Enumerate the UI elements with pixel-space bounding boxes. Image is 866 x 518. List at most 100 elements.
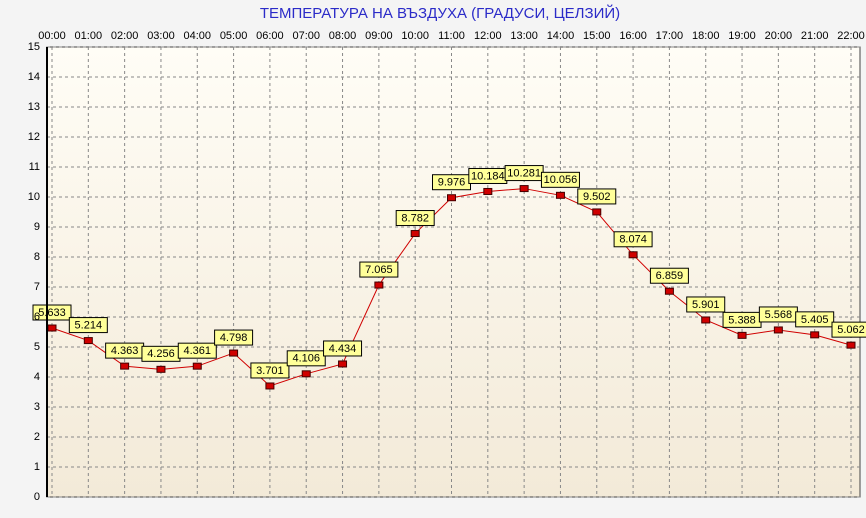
x-tick-label: 21:00 [801, 30, 829, 42]
value-label: 4.361 [184, 345, 212, 357]
x-tick-label: 08:00 [329, 30, 357, 42]
point [374, 281, 384, 289]
value-label: 9.502 [583, 191, 611, 203]
point [192, 362, 202, 370]
x-tick-label: 04:00 [184, 30, 212, 42]
value-label: 9.976 [438, 177, 466, 189]
value-label: 5.214 [75, 319, 103, 331]
x-tick-label: 05:00 [220, 30, 248, 42]
y-tick-label: 10 [28, 191, 40, 203]
y-tick-label: 8 [34, 251, 40, 263]
point [156, 365, 166, 373]
value-label: 4.798 [220, 332, 248, 344]
point [47, 324, 57, 332]
x-tick-label: 16:00 [619, 30, 647, 42]
value-label: 7.065 [365, 264, 393, 276]
y-tick-label: 1 [34, 461, 40, 473]
x-tick-label: 10:00 [401, 30, 429, 42]
y-tick-label: 12 [28, 131, 40, 143]
y-tick-label: 14 [28, 71, 40, 83]
value-label: 8.782 [401, 212, 429, 224]
value-label-box [32, 304, 72, 321]
value-label: 4.256 [147, 348, 175, 360]
value-label: 4.363 [111, 345, 139, 357]
y-tick-label: 6 [34, 311, 40, 323]
x-tick-label: 07:00 [292, 30, 320, 42]
y-tick-label: 11 [29, 161, 40, 173]
value-label-box [177, 342, 217, 359]
value-label-box [795, 311, 835, 328]
y-tick-label: 15 [28, 41, 40, 53]
value-label-box [686, 296, 726, 313]
point [301, 370, 311, 378]
x-tick-label: 03:00 [147, 30, 175, 42]
value-label: 5.388 [728, 314, 756, 326]
marks: 5.633 5.214 4.363 4.256 4.361 4.798 3.701 4.106… [32, 165, 866, 390]
x-tick-label: 20:00 [765, 30, 793, 42]
value-label-box [286, 350, 326, 367]
point [737, 331, 747, 339]
y-tick-label: 13 [28, 101, 40, 113]
point [846, 341, 856, 349]
x-tick-label: 00:00 [38, 30, 66, 42]
x-tick-label: 19:00 [728, 30, 756, 42]
x-tick-label: 15:00 [583, 30, 611, 42]
x-tick-label: 14:00 [547, 30, 575, 42]
point [229, 349, 239, 357]
y-tick-label: 5 [34, 341, 40, 353]
point [483, 187, 493, 195]
value-label-box [214, 329, 254, 346]
point [519, 185, 529, 193]
chart-title: ТЕМПЕРАТУРА НА ВЪЗДУХА (ГРАДУСИ, ЦЕЛЗИЙ) [260, 4, 620, 22]
x-tick-label: 09:00 [365, 30, 393, 42]
point [410, 230, 420, 238]
value-label: 5.568 [765, 309, 793, 321]
y-tick-label: 4 [34, 371, 40, 383]
value-label-box [649, 267, 689, 284]
point [265, 382, 275, 390]
y-tick-label: 9 [34, 221, 40, 233]
value-label: 5.405 [801, 314, 829, 326]
value-label: 5.633 [38, 307, 66, 319]
point [120, 362, 130, 370]
value-label: 10.056 [544, 174, 578, 186]
value-label-box [68, 317, 108, 334]
point [592, 208, 602, 216]
value-label: 4.434 [329, 343, 357, 355]
x-tick-label: 02:00 [111, 30, 139, 42]
point [83, 337, 93, 345]
y-tick-label: 7 [34, 281, 40, 293]
plot-area [46, 46, 861, 498]
value-label: 5.062 [837, 324, 865, 336]
value-label-box [395, 210, 435, 227]
value-label: 8.074 [619, 234, 647, 246]
x-tick-label: 22:00 [837, 30, 865, 42]
y-tick-label: 0 [34, 491, 40, 503]
point [628, 251, 638, 259]
x-tick-label: 17:00 [656, 30, 684, 42]
value-label-box [831, 321, 866, 338]
point [338, 360, 348, 368]
value-label-box [359, 261, 399, 278]
point [664, 287, 674, 295]
value-label-box [613, 231, 653, 248]
point [555, 191, 565, 199]
point [701, 316, 711, 324]
value-label: 10.184 [471, 170, 505, 182]
x-tick-label: 18:00 [692, 30, 720, 42]
value-label: 3.701 [256, 365, 284, 377]
y-tick-label: 3 [34, 401, 40, 413]
value-label-box [577, 188, 617, 205]
value-label: 5.901 [692, 299, 720, 311]
point [773, 326, 783, 334]
value-label-box [250, 362, 290, 379]
x-tick-label: 12:00 [474, 30, 502, 42]
x-tick-label: 01:00 [75, 30, 103, 42]
x-tick-label: 13:00 [510, 30, 538, 42]
point [447, 194, 456, 202]
x-tick-label: 06:00 [256, 30, 284, 42]
y-tick-label: 2 [34, 431, 40, 443]
value-label-box [540, 171, 580, 188]
x-tick-label: 11:00 [438, 30, 465, 42]
